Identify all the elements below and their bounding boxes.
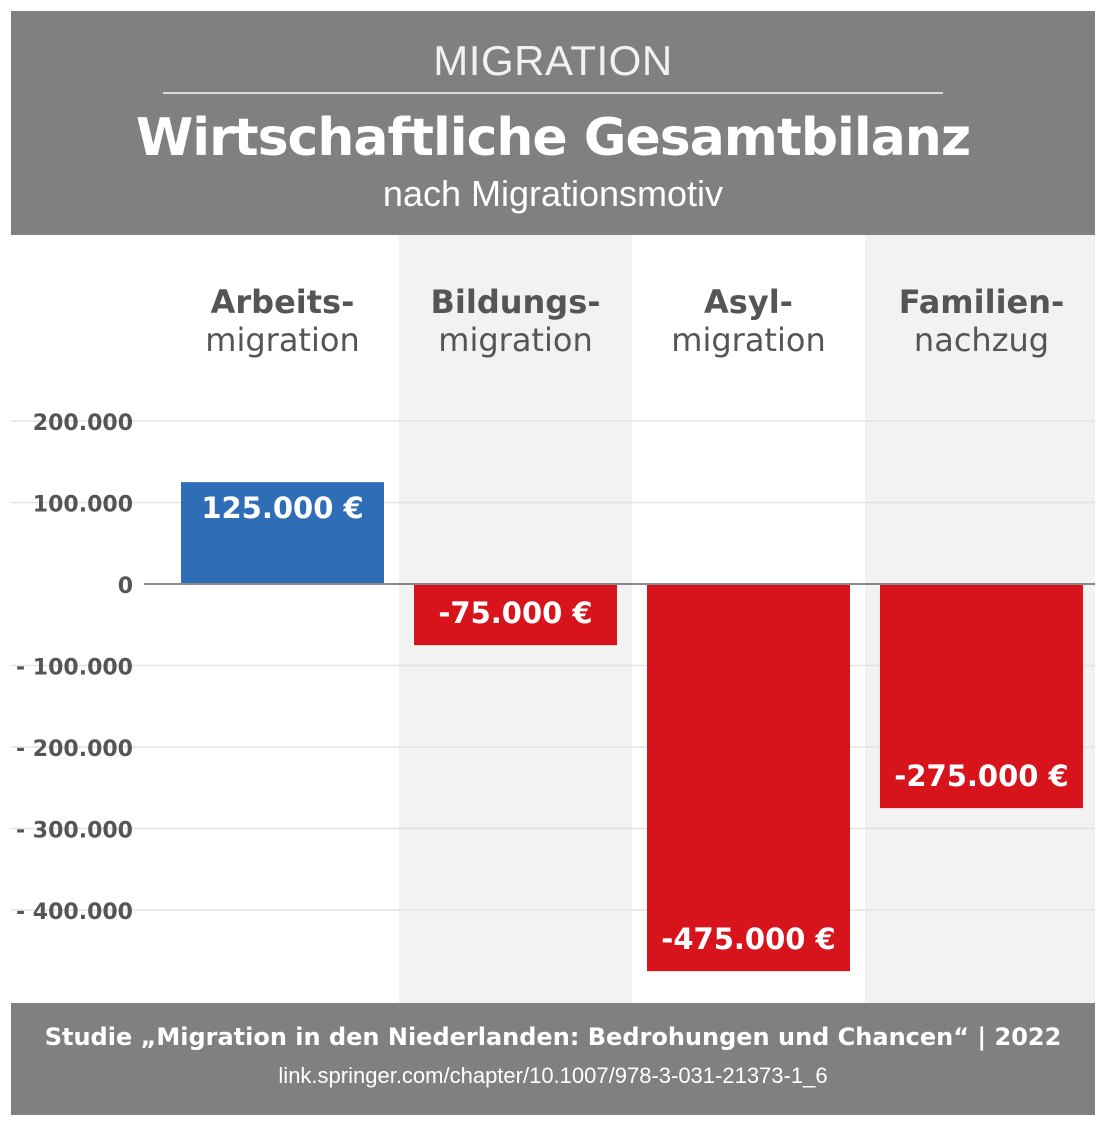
- bar-chart: 200.000 100.000 0 - 100.000 - 200.000 - 300.0…: [11, 235, 1095, 1003]
- y-tick-label: - 300.000: [16, 819, 133, 844]
- category-label-line1: Bildungs-: [430, 283, 600, 321]
- bar: [880, 584, 1083, 809]
- category-label-line2: nachzug: [914, 321, 1049, 359]
- category-label-line1: Arbeits-: [211, 283, 355, 321]
- y-tick-label: - 200.000: [16, 737, 133, 762]
- bar: [647, 584, 850, 972]
- value-label: -75.000 €: [438, 596, 592, 630]
- category-label-line1: Asyl-: [704, 283, 793, 321]
- chart-subtitle: nach Migrationsmotiv: [382, 173, 724, 214]
- category-label-line1: Familien-: [899, 283, 1065, 321]
- value-label: -275.000 €: [894, 759, 1068, 793]
- header-band: MIGRATION Wirtschaftliche Gesamtbilanz n…: [11, 11, 1095, 235]
- y-tick-label: 100.000: [33, 493, 133, 518]
- y-tick-label: - 400.000: [16, 900, 133, 925]
- footer-band: Studie „Migration in den Niederlanden: B…: [11, 1003, 1095, 1115]
- value-label: -475.000 €: [661, 922, 835, 956]
- bar: [414, 584, 617, 646]
- chart-title: Wirtschaftliche Gesamtbilanz: [135, 108, 971, 168]
- category-label-line2: migration: [671, 321, 825, 359]
- bar: [181, 482, 384, 584]
- y-tick-label: 0: [118, 574, 133, 599]
- category-label-line2: migration: [438, 321, 592, 359]
- y-tick-label: - 100.000: [16, 656, 133, 681]
- category-label-line2: migration: [205, 321, 359, 359]
- infographic: MIGRATION Wirtschaftliche Gesamtbilanz n…: [11, 11, 1095, 1115]
- source-citation: Studie „Migration in den Niederlanden: B…: [44, 1023, 1062, 1051]
- header-divider: [163, 92, 943, 94]
- y-tick-label: 200.000: [33, 411, 133, 436]
- source-link[interactable]: link.springer.com/chapter/10.1007/978-3-…: [278, 1063, 828, 1088]
- value-label: 125.000 €: [201, 491, 363, 525]
- kicker-label: MIGRATION: [433, 37, 673, 84]
